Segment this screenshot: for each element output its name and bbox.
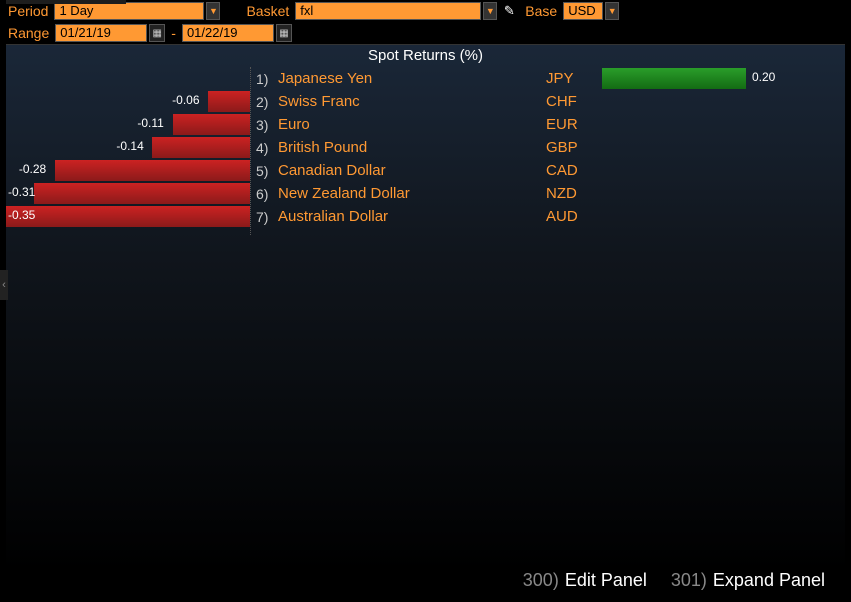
row-index: 4) <box>256 140 268 156</box>
edit-panel-button[interactable]: Edit Panel <box>565 570 665 591</box>
neg-bar <box>55 160 250 181</box>
expand-panel-num: 301) <box>671 570 707 591</box>
chart-panel: Spot Returns (%) 1) Japanese Yen JPY 0.20 2)… <box>6 44 845 572</box>
currency-name: Euro <box>278 116 310 133</box>
expand-panel-button[interactable]: Expand Panel <box>713 570 843 591</box>
tab-strip <box>6 0 126 4</box>
chart-rows: 1) Japanese Yen JPY 0.20 2) Swiss Franc CHF -0.… <box>6 67 845 228</box>
base-label: Base <box>521 3 561 19</box>
currency-symbol: JPY <box>546 70 574 87</box>
row-index: 5) <box>256 163 268 179</box>
toolbar-row-1: Period 1 Day ▼ Basket fxl ▼ ✎ Base USD ▼ <box>0 0 851 22</box>
currency-row[interactable]: 4) British Pound GBP -0.14 <box>6 136 845 159</box>
base-dropdown-icon[interactable]: ▼ <box>605 2 619 20</box>
bar-value-label: -0.35 <box>8 208 35 222</box>
bar-value-label: -0.06 <box>172 93 199 107</box>
base-select[interactable]: USD <box>563 2 603 20</box>
pos-bar <box>602 68 746 89</box>
neg-bar <box>152 137 250 158</box>
wrench-icon[interactable]: ✎ <box>499 2 519 20</box>
period-dropdown-icon[interactable]: ▼ <box>206 2 220 20</box>
currency-symbol: CHF <box>546 93 577 110</box>
chart-title: Spot Returns (%) <box>6 45 845 67</box>
neg-bar <box>34 183 250 204</box>
basket-input[interactable]: fxl <box>295 2 481 20</box>
currency-name: Swiss Franc <box>278 93 360 110</box>
date-from-input[interactable]: 01/21/19 <box>55 24 147 42</box>
bar-value-label: -0.11 <box>137 116 163 130</box>
currency-symbol: AUD <box>546 208 578 225</box>
edit-panel-num: 300) <box>523 570 559 591</box>
currency-symbol: GBP <box>546 139 578 156</box>
date-to-input[interactable]: 01/22/19 <box>182 24 274 42</box>
row-index: 3) <box>256 117 268 133</box>
currency-name: Australian Dollar <box>278 208 388 225</box>
range-label: Range <box>4 25 53 41</box>
calendar-to-icon[interactable]: ▦ <box>276 24 292 42</box>
row-index: 6) <box>256 186 268 202</box>
currency-row[interactable]: 1) Japanese Yen JPY 0.20 <box>6 67 845 90</box>
neg-bar <box>173 114 250 135</box>
bar-value-label: -0.31 <box>8 185 35 199</box>
currency-row[interactable]: 7) Australian Dollar AUD -0.35 <box>6 205 845 228</box>
date-separator: - <box>167 25 180 41</box>
calendar-from-icon[interactable]: ▦ <box>149 24 165 42</box>
currency-symbol: CAD <box>546 162 578 179</box>
toolbar-row-2: Range 01/21/19 ▦ - 01/22/19 ▦ <box>0 22 851 44</box>
currency-name: British Pound <box>278 139 367 156</box>
row-index: 2) <box>256 94 268 110</box>
period-label: Period <box>4 3 52 19</box>
row-index: 7) <box>256 209 268 225</box>
currency-name: Japanese Yen <box>278 70 372 87</box>
neg-bar <box>6 206 250 227</box>
currency-symbol: NZD <box>546 185 577 202</box>
currency-symbol: EUR <box>546 116 578 133</box>
bar-value-label: -0.14 <box>116 139 143 153</box>
footer-bar: 300) Edit Panel 301) Expand Panel <box>0 568 851 592</box>
period-select[interactable]: 1 Day <box>54 2 204 20</box>
neg-bar <box>208 91 250 112</box>
currency-row[interactable]: 5) Canadian Dollar CAD -0.28 <box>6 159 845 182</box>
bar-value-label: -0.28 <box>19 162 46 176</box>
currency-row[interactable]: 6) New Zealand Dollar NZD -0.31 <box>6 182 845 205</box>
currency-name: New Zealand Dollar <box>278 185 410 202</box>
row-index: 1) <box>256 71 268 87</box>
left-collapse-icon[interactable]: ‹ <box>0 270 8 300</box>
bar-value-label: 0.20 <box>752 70 775 84</box>
currency-row[interactable]: 3) Euro EUR -0.11 <box>6 113 845 136</box>
currency-name: Canadian Dollar <box>278 162 386 179</box>
currency-row[interactable]: 2) Swiss Franc CHF -0.06 <box>6 90 845 113</box>
basket-label: Basket <box>242 3 293 19</box>
basket-dropdown-icon[interactable]: ▼ <box>483 2 497 20</box>
